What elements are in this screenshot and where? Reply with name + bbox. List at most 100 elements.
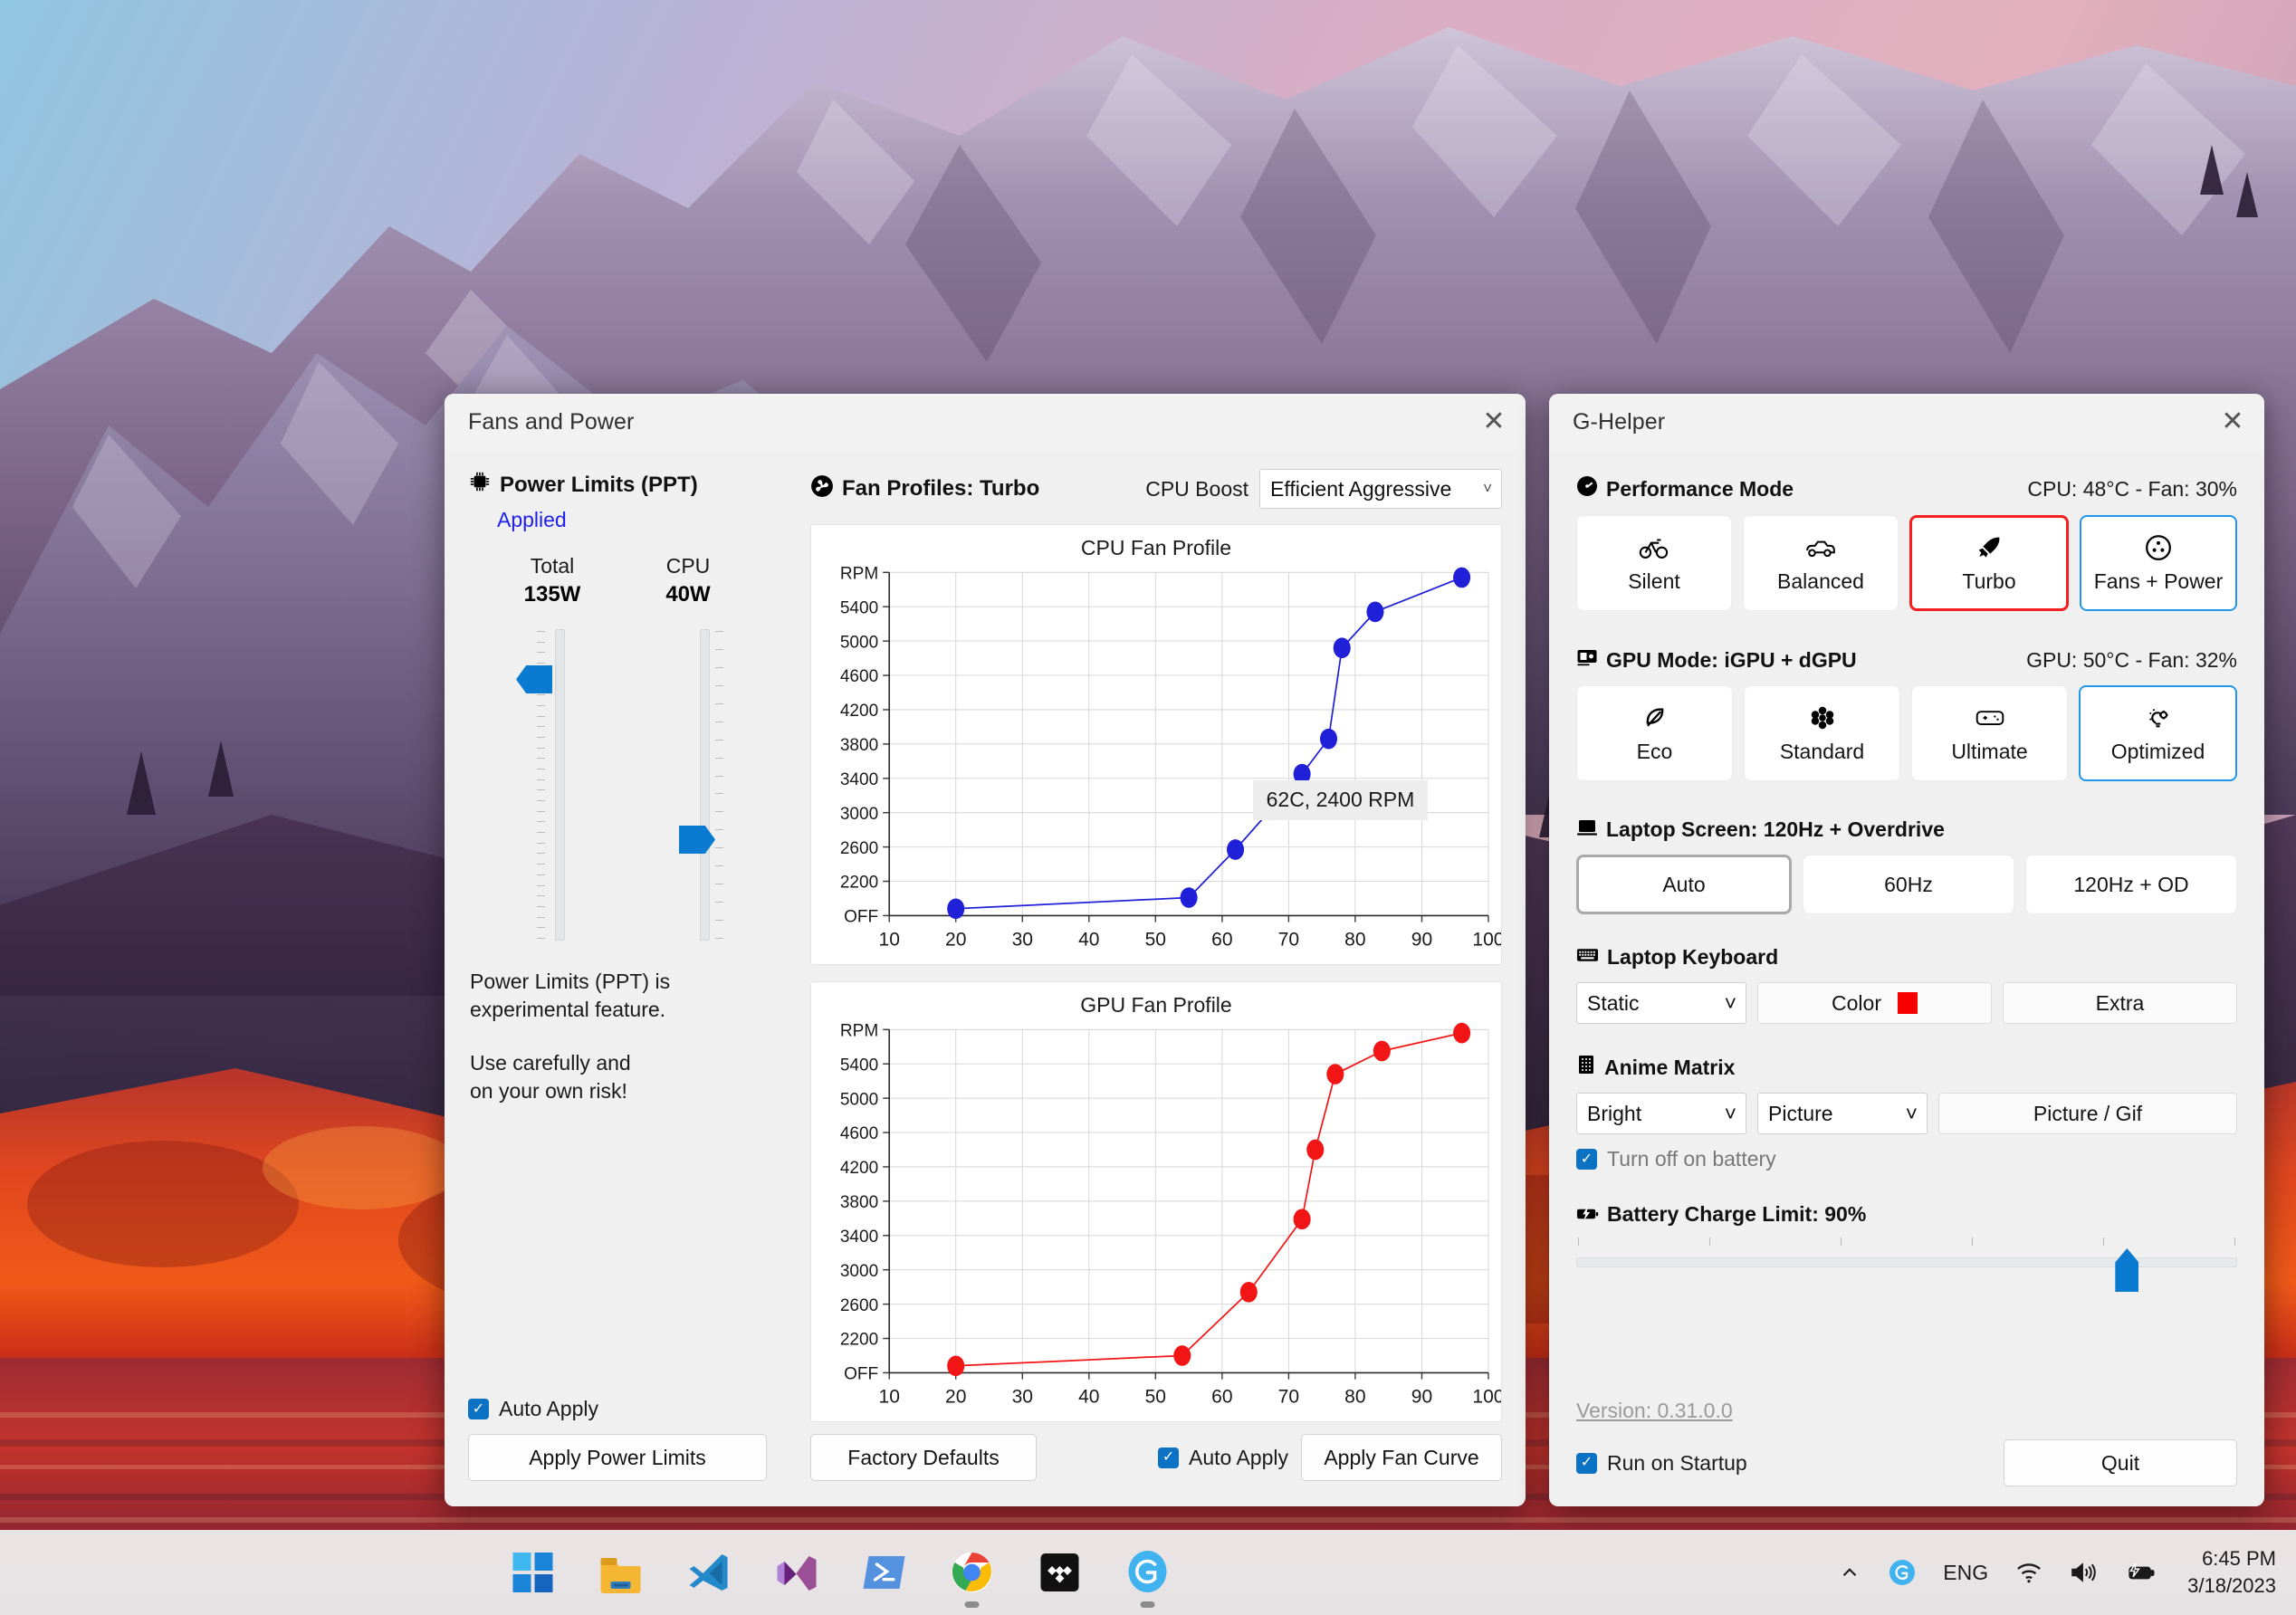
running-indicator xyxy=(964,1601,980,1608)
taskbar-google-chrome[interactable] xyxy=(949,1549,996,1608)
clock[interactable]: 6:45 PM 3/18/2023 xyxy=(2187,1545,2276,1599)
warning-line-3: Use carefully and xyxy=(470,1051,631,1075)
keyboard-color-swatch[interactable] xyxy=(1897,992,1918,1014)
laptop-keyboard-header: Laptop Keyboard xyxy=(1576,945,2237,970)
taskbar-powershell[interactable] xyxy=(861,1549,908,1596)
screen-tile-120hz-od-label: 120Hz + OD xyxy=(2073,872,2189,896)
gamepad-icon xyxy=(1976,702,2004,733)
taskbar-tidal[interactable] xyxy=(1037,1549,1084,1596)
battery-charging-icon[interactable] xyxy=(2124,1562,2155,1583)
total-power-readout: Total 135W xyxy=(484,554,620,607)
screen-tile-120hz-od[interactable]: 120Hz + OD xyxy=(2025,855,2237,914)
gpu-tile-standard[interactable]: Standard xyxy=(1744,685,1900,781)
total-power-slider-thumb[interactable] xyxy=(516,665,552,693)
run-on-startup-row[interactable]: ✓ Run on Startup xyxy=(1576,1451,1747,1476)
keyboard-extra-button[interactable]: Extra xyxy=(2003,982,2237,1024)
laptop-screen-icon xyxy=(1576,817,1598,842)
keyboard-mode-select[interactable]: Static ˅ xyxy=(1576,982,1746,1024)
gpu-tile-eco-label: Eco xyxy=(1636,740,1673,763)
battery-slider-thumb[interactable] xyxy=(2115,1248,2139,1292)
perf-tile-balanced[interactable]: Balanced xyxy=(1743,515,1899,611)
checkmark-icon[interactable]: ✓ xyxy=(1576,1149,1597,1170)
svg-text:4200: 4200 xyxy=(840,1159,878,1178)
fan-profiles-heading-text: Fan Profiles: Turbo xyxy=(842,476,1040,501)
svg-text:RPM: RPM xyxy=(840,1021,878,1040)
close-icon[interactable]: ✕ xyxy=(1482,406,1506,436)
chevron-down-icon: ˅ xyxy=(1724,990,1736,1015)
language-indicator[interactable]: ENG xyxy=(1943,1560,1989,1584)
gpu-tile-eco[interactable]: Eco xyxy=(1576,685,1733,781)
gpu-tile-optimized[interactable]: Optimized xyxy=(2079,685,2237,781)
anime-content-value: Picture xyxy=(1768,1101,1833,1125)
perf-tile-balanced-label: Balanced xyxy=(1777,569,1864,593)
anime-picture-gif-button[interactable]: Picture / Gif xyxy=(1938,1093,2237,1134)
keyboard-icon xyxy=(1576,945,1599,970)
cpu-chart-plot[interactable]: OFF 2200 2600 3000 3400 3800 4200 4600 5000 5400 R… xyxy=(811,563,1501,964)
fan-auto-apply-row[interactable]: ✓ Auto Apply xyxy=(1158,1446,1288,1470)
laptop-screen-heading: Laptop Screen: 120Hz + Overdrive xyxy=(1606,817,1945,841)
perf-tile-fans-power[interactable]: Fans + Power xyxy=(2080,515,2237,611)
fans-window-title: Fans and Power xyxy=(468,408,635,435)
cpu-power-slider-thumb[interactable] xyxy=(679,826,715,854)
svg-text:90: 90 xyxy=(1411,928,1433,950)
apply-fan-curve-button[interactable]: Apply Fan Curve xyxy=(1301,1434,1502,1481)
perf-tile-fans-power-label: Fans + Power xyxy=(2093,569,2224,593)
keyboard-color-button[interactable]: Color xyxy=(1757,982,1992,1024)
chevron-down-icon: ˅ xyxy=(1483,480,1492,497)
svg-text:2600: 2600 xyxy=(840,839,878,858)
factory-defaults-button[interactable]: Factory Defaults xyxy=(810,1434,1037,1481)
ppt-auto-apply-row[interactable]: ✓ Auto Apply xyxy=(468,1397,767,1421)
taskbar-g-helper[interactable] xyxy=(1124,1549,1172,1608)
gpu-fan-profile-chart[interactable]: GPU Fan Profile OFF 2200 2600 3000 3400 3800 4… xyxy=(810,981,1502,1422)
wifi-icon[interactable] xyxy=(2015,1561,2042,1584)
gpu-mode-tiles: Eco Standard xyxy=(1576,685,2237,781)
screen-tile-auto[interactable]: Auto xyxy=(1576,855,1792,914)
checkmark-icon[interactable]: ✓ xyxy=(1576,1452,1597,1474)
apply-power-limits-button[interactable]: Apply Power Limits xyxy=(468,1434,767,1481)
anime-matrix-heading: Anime Matrix xyxy=(1604,1055,1736,1079)
anime-content-select[interactable]: Picture ˅ xyxy=(1757,1093,1928,1134)
cpu-power-value: 40W xyxy=(665,582,711,607)
checkmark-icon[interactable]: ✓ xyxy=(468,1399,489,1419)
version-link[interactable]: Version: 0.31.0.0 xyxy=(1576,1399,1733,1422)
anime-brightness-select[interactable]: Bright ˅ xyxy=(1576,1093,1746,1134)
svg-text:3800: 3800 xyxy=(840,1193,878,1212)
svg-text:80: 80 xyxy=(1344,1385,1366,1407)
anime-turn-off-battery-row[interactable]: ✓ Turn off on battery xyxy=(1576,1147,2237,1171)
g-helper-tray-icon[interactable] xyxy=(1889,1559,1916,1586)
anime-matrix-icon xyxy=(1576,1055,1596,1080)
gpu-tile-ultimate[interactable]: Ultimate xyxy=(1911,685,2068,781)
taskbar-start-button[interactable] xyxy=(510,1549,557,1596)
cpu-boost-value: Efficient Aggressive xyxy=(1270,476,1452,501)
taskbar-file-explorer[interactable] xyxy=(598,1549,645,1596)
cpu-fan-profile-chart[interactable]: CPU Fan Profile OFF 2200 2600 3000 3400 3800 4… xyxy=(810,524,1502,965)
battery-charge-limit-slider[interactable] xyxy=(1576,1238,2237,1292)
cpu-power-slider[interactable] xyxy=(629,622,774,948)
perf-tile-turbo[interactable]: Turbo xyxy=(1909,515,2069,611)
bulb-gear-icon xyxy=(2145,702,2172,733)
taskbar-visual-studio[interactable] xyxy=(773,1549,820,1596)
svg-text:2600: 2600 xyxy=(840,1296,878,1315)
fans-window-titlebar: Fans and Power ✕ xyxy=(445,394,1526,450)
gpu-tile-optimized-label: Optimized xyxy=(2110,740,2205,763)
keyboard-mode-value: Static xyxy=(1587,990,1640,1015)
power-limits-heading-text: Power Limits (PPT) xyxy=(500,472,698,497)
quit-button[interactable]: Quit xyxy=(2004,1439,2237,1486)
chevron-up-icon[interactable] xyxy=(1838,1561,1861,1584)
chevron-down-icon: ˅ xyxy=(1724,1101,1736,1125)
screen-tile-60hz[interactable]: 60Hz xyxy=(1803,855,2014,914)
total-power-value: 135W xyxy=(523,582,581,607)
close-icon[interactable]: ✕ xyxy=(2221,406,2244,436)
perf-tile-silent[interactable]: Silent xyxy=(1576,515,1732,611)
total-power-slider[interactable] xyxy=(484,622,629,948)
checkmark-icon[interactable]: ✓ xyxy=(1158,1447,1180,1468)
cpu-boost-select[interactable]: Efficient Aggressive ˅ xyxy=(1259,469,1502,509)
taskbar-vs-code[interactable] xyxy=(685,1549,732,1596)
warning-line-2: experimental feature. xyxy=(470,998,666,1022)
fan-profiles-heading: Fan Profiles: Turbo xyxy=(810,474,1039,504)
speaker-icon[interactable] xyxy=(2070,1561,2097,1584)
svg-text:3000: 3000 xyxy=(840,1262,878,1281)
svg-text:40: 40 xyxy=(1078,1385,1100,1407)
gpu-chart-plot[interactable]: OFF 2200 2600 3000 3400 3800 4200 4600 5000 5400 R… xyxy=(811,1020,1501,1421)
leaf-icon xyxy=(1641,702,1669,733)
